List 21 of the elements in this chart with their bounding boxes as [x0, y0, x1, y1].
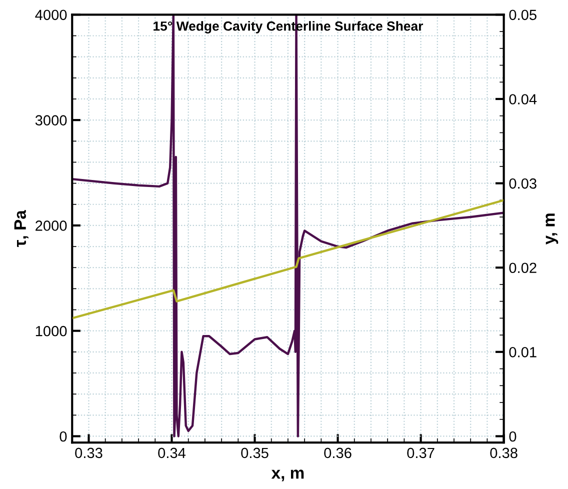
x-tick-label: 0.37 — [407, 448, 434, 458]
y2-tick-label: 0.01 — [509, 347, 536, 358]
y2-tick-label: 0.04 — [509, 94, 537, 104]
y-tick-label: 0 — [60, 431, 67, 442]
y2-tick-label: 0.05 — [509, 10, 536, 20]
x-tick-label: 0.35 — [241, 448, 268, 458]
y2-axis-title: y, m — [546, 214, 558, 245]
y2-tick-label: 0 — [509, 431, 516, 442]
y-tick-label: 3000 — [35, 115, 67, 126]
y2-tick-label: 0.03 — [509, 178, 536, 189]
y-axis-title: τ, Pa — [14, 210, 28, 248]
x-tick-label: 0.38 — [490, 448, 518, 458]
x-tick-label: 0.33 — [75, 448, 102, 458]
x-axis-title: x, m — [271, 470, 304, 482]
y2-tick-label: 0.02 — [509, 262, 536, 274]
x-tick-label: 0.34 — [158, 448, 186, 458]
y-tick-label: 1000 — [36, 326, 67, 336]
y-tick-label: 4000 — [35, 10, 67, 20]
y-tick-label: 2000 — [36, 220, 67, 231]
line-series — [72, 199, 504, 320]
x-tick-label: 0.36 — [324, 448, 352, 458]
